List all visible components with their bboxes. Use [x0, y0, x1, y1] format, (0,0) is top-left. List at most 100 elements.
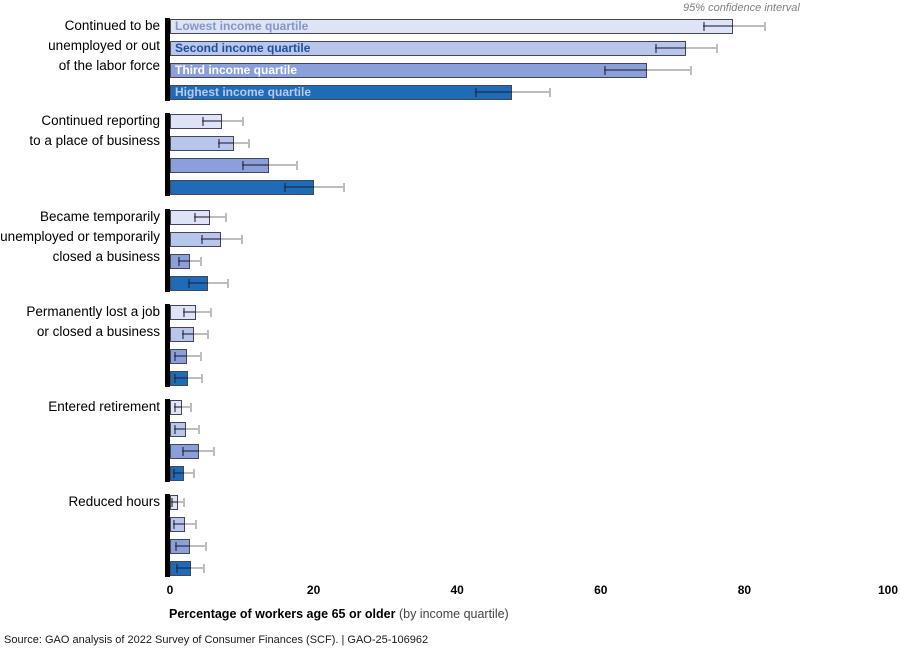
category-label: Permanently lost a job or closed a busine… — [26, 304, 160, 339]
ci-low-cap — [475, 88, 478, 97]
ci-outer-segment — [177, 501, 185, 503]
ci-outer-segment — [208, 282, 229, 284]
group-baseline-spine — [165, 304, 170, 387]
ci-high-cap — [183, 498, 186, 507]
ci-outer-segment — [190, 545, 206, 547]
ci-low-cap — [200, 235, 203, 244]
ci-inner-segment — [241, 164, 270, 166]
ci-high-cap — [192, 469, 195, 478]
ci-low-cap — [193, 213, 196, 222]
ci-inner-segment — [182, 450, 199, 452]
ci-inner-segment — [284, 186, 314, 188]
ci-inner-segment — [200, 238, 221, 240]
category-label: Continued reporting to a place of busines… — [29, 113, 160, 148]
ci-high-cap — [202, 564, 205, 573]
ci-inner-segment — [173, 406, 183, 408]
ci-high-cap — [227, 279, 230, 288]
ci-inner-segment — [172, 523, 186, 525]
x-axis-tick-label: 40 — [450, 583, 464, 597]
ci-inner-segment — [182, 333, 194, 335]
ci-low-cap — [284, 183, 287, 192]
ci-low-cap — [173, 425, 176, 434]
x-axis-tick-label: 100 — [877, 583, 899, 597]
legend-label: Third income quartile — [175, 63, 298, 77]
ci-outer-segment — [221, 120, 244, 122]
ci-inner-segment — [202, 120, 222, 122]
ci-high-cap — [242, 117, 245, 126]
ci-low-cap — [182, 330, 185, 339]
x-axis-tick-label: 80 — [737, 583, 752, 597]
ci-low-cap — [218, 139, 221, 148]
x-axis-tick-label: 60 — [594, 583, 608, 597]
ci-outer-segment — [313, 186, 344, 188]
category-label: Became temporarily unemployed or temporar… — [0, 209, 160, 264]
source-line: Source: GAO analysis of 2022 Survey of C… — [4, 634, 429, 646]
ci-high-cap — [209, 308, 212, 317]
ci-high-cap — [225, 213, 227, 222]
ci-inner-segment — [475, 91, 513, 93]
ci-outer-segment — [647, 69, 692, 71]
ci-low-cap — [175, 564, 178, 573]
ci-inner-segment — [218, 142, 234, 144]
ci-low-cap — [172, 469, 175, 478]
legend-label: Second income quartile — [175, 41, 311, 55]
ci-low-cap — [182, 308, 185, 317]
x-axis-tick-label: 20 — [306, 583, 321, 597]
ci-high-cap — [194, 520, 197, 529]
ci-high-cap — [199, 257, 202, 266]
ci-low-cap — [187, 279, 190, 288]
ci-outer-segment — [732, 25, 765, 27]
group-baseline-spine — [165, 399, 170, 482]
ci-inner-segment — [703, 25, 733, 27]
ci-low-cap — [171, 498, 174, 507]
ci-high-cap — [201, 374, 204, 383]
ci-outer-segment — [183, 472, 194, 474]
ci-high-cap — [199, 352, 202, 361]
ci-outer-segment — [190, 260, 201, 262]
ci-inner-segment — [182, 311, 196, 313]
x-axis-label-note: (by income quartile) — [395, 607, 509, 621]
category-label: Reduced hours — [68, 494, 160, 509]
confidence-interval-annotation: 95% confidence interval — [683, 2, 800, 14]
ci-outer-segment — [185, 523, 196, 525]
category-label: Entered retirement — [48, 399, 160, 414]
ci-low-cap — [173, 403, 176, 412]
ci-high-cap — [296, 161, 299, 170]
ci-high-cap — [189, 403, 192, 412]
ci-outer-segment — [187, 355, 201, 357]
ci-low-cap — [202, 117, 205, 126]
ci-high-cap — [548, 88, 551, 97]
legend-label: Lowest income quartile — [175, 19, 309, 33]
ci-low-cap — [604, 66, 607, 75]
ci-inner-segment — [173, 428, 186, 430]
ci-outer-segment — [185, 428, 199, 430]
ci-high-cap — [690, 66, 693, 75]
ci-outer-segment — [233, 142, 249, 144]
ci-high-cap — [247, 139, 250, 148]
ci-inner-segment — [177, 260, 191, 262]
ci-inner-segment — [654, 47, 687, 49]
x-axis-tick-label: 0 — [166, 583, 174, 597]
ci-inner-segment — [171, 501, 178, 503]
group-baseline-spine — [165, 494, 170, 577]
ci-inner-segment — [175, 545, 191, 547]
ci-inner-segment — [193, 216, 211, 218]
ci-high-cap — [240, 235, 243, 244]
ci-low-cap — [177, 257, 180, 266]
ci-low-cap — [703, 22, 706, 31]
ci-outer-segment — [187, 377, 203, 379]
ci-inner-segment — [172, 472, 184, 474]
ci-high-cap — [342, 183, 345, 192]
ci-outer-segment — [512, 91, 550, 93]
ci-high-cap — [207, 330, 210, 339]
ci-low-cap — [173, 352, 176, 361]
ci-low-cap — [173, 374, 176, 383]
ci-outer-segment — [220, 238, 242, 240]
ci-high-cap — [204, 542, 207, 551]
group-baseline-spine — [165, 113, 170, 196]
ci-low-cap — [172, 520, 175, 529]
ci-low-cap — [241, 161, 244, 170]
legend-label: Highest income quartile — [175, 85, 312, 99]
ci-outer-segment — [269, 164, 298, 166]
